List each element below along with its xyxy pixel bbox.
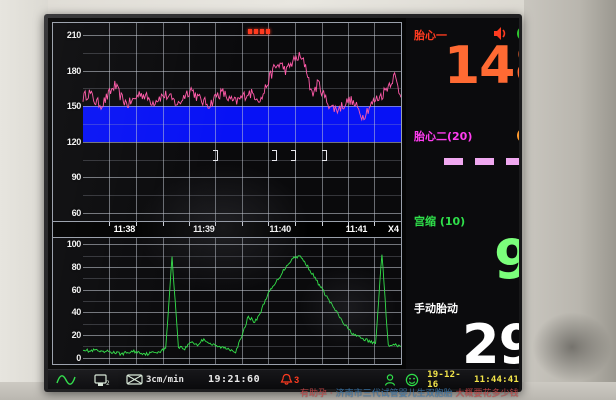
shadow [532,312,612,382]
smiley-icon [405,373,419,386]
fetal-movement-value: 29 [462,313,519,376]
background-wall-left [0,0,48,400]
date-value: 19-12-16 [427,369,461,390]
printer-disabled-icon [126,374,143,385]
monitor-bezel: 210 180 150 120 90 60 [44,14,522,392]
fhr2-label: 胎心二(20) [414,130,473,143]
watermark-part2: 济南市三代试管婴儿生双胞胎 [335,389,453,399]
paper-speed-status[interactable]: 3cm/min [126,370,184,389]
printer-icon: 2 [94,373,110,387]
toco-label: 宫缩 (10) [414,215,466,228]
charts-column: 210 180 150 120 90 60 [48,18,406,373]
alarm-status[interactable]: 3 [280,370,299,389]
svg-text:2: 2 [106,380,110,387]
system-time: 11:44:41 [474,370,519,389]
waveform-status[interactable] [56,370,76,389]
fetal-movement-marker [291,149,297,161]
toco-y-axis: 100 80 60 40 20 0 [53,238,83,364]
watermark-part1: 有助孕 · [300,389,333,399]
fhr1-value: 148 [444,36,519,96]
toco-y-label-80: 80 [71,261,82,272]
watermark: 有助孕 · 济南市三代试管婴儿生双胞胎 大概要花多少钱 [300,386,616,399]
fhr-y-label-60: 60 [71,208,82,219]
sine-wave-icon [56,374,76,385]
fetal-movement-label: 手动胎动 [414,302,458,315]
toco-y-label-20: 20 [71,330,82,341]
toco-y-label-0: 0 [76,352,81,363]
fetal-movement-marker [272,149,278,161]
fhr-y-label-210: 210 [66,29,81,40]
toco-trace [83,238,401,364]
printer-status[interactable]: 2 [94,370,110,389]
fhr2-value-dashes [444,158,519,165]
elapsed-timer[interactable]: 19:21:60 [208,370,260,389]
time-tick-3: 11:40 [269,224,291,234]
paper-speed-value: 3cm/min [146,374,184,385]
signal-quality-status[interactable] [405,370,419,389]
time-scale-label: X4 [387,224,399,234]
fetal-movement-marker [321,149,327,161]
fhr1-label: 胎心一 [414,29,447,42]
monitor-screen: 210 180 150 120 90 60 [48,18,519,389]
system-date: 19-12-16 [427,369,464,390]
fhr1-status-dot [517,26,519,41]
time-axis: 11:38 11:39 11:40 11:41 X4 [52,222,402,237]
fhr-y-label-150: 150 [66,101,81,112]
toco-y-label-40: 40 [71,307,82,318]
toco-y-label-60: 60 [71,284,82,295]
user-status[interactable] [383,370,397,389]
fhr2-status-dot [517,128,519,143]
fetal-movement-marker [213,149,219,161]
fhr-y-label-90: 90 [71,172,82,183]
toco-chart[interactable]: 100 80 60 40 20 0 [52,237,402,365]
toco-value: 9 [494,228,519,291]
speaker-icon[interactable] [492,26,509,41]
fhr-trace [83,23,401,221]
fhr-plot-area [83,23,401,221]
time-tick-4: 11:41 [345,224,368,234]
time-value: 11:44:41 [474,374,519,385]
fhr-y-label-120: 120 [66,136,81,147]
fhr-y-axis: 210 180 150 120 90 60 [53,23,83,221]
alarm-count: 3 [294,374,300,385]
time-tick-1: 11:38 [113,224,136,234]
toco-plot-area [83,238,401,364]
user-icon [385,373,396,386]
status-bar: 2 3cm/min 19:21:60 [48,369,519,389]
alert-dash-marks [248,28,271,34]
toco-y-label-100: 100 [66,239,81,250]
timer-value: 19:21:60 [207,374,261,385]
fhr-chart[interactable]: 210 180 150 120 90 60 [52,22,402,222]
watermark-part3: 大概要花多少钱 [455,389,519,399]
fhr-y-label-180: 180 [66,65,81,76]
bell-icon [280,373,293,385]
time-tick-2: 11:39 [193,224,215,234]
numeric-panel: 胎心一 148 胎心二(20) 宫缩 (10) 9 手动胎动 29 [406,18,519,373]
